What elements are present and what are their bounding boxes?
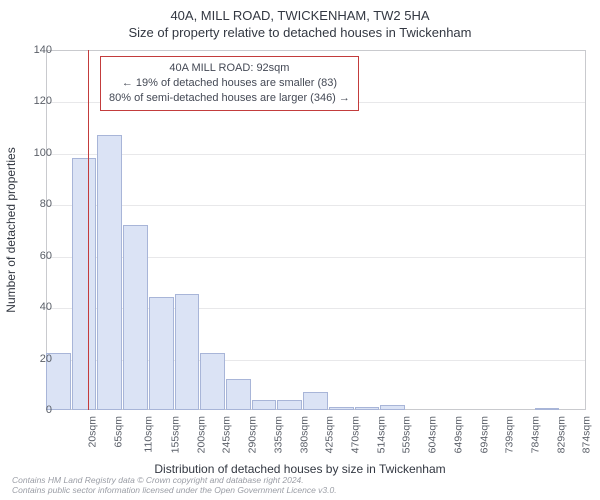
x-tick: 559sqm xyxy=(401,416,413,453)
x-tick: 829sqm xyxy=(555,416,567,453)
attribution-line-2: Contains public sector information licen… xyxy=(12,485,337,496)
histogram-bar xyxy=(226,379,251,410)
histogram-bar xyxy=(355,407,380,410)
y-tick: 60 xyxy=(22,250,52,262)
x-tick: 784sqm xyxy=(529,416,541,453)
x-tick: 604sqm xyxy=(427,416,439,453)
y-tick: 140 xyxy=(22,44,52,56)
x-tick: 380sqm xyxy=(298,416,310,453)
x-tick: 155sqm xyxy=(169,416,181,453)
x-tick: 739sqm xyxy=(504,416,516,453)
y-tick: 120 xyxy=(22,95,52,107)
chart-title-sub: Size of property relative to detached ho… xyxy=(0,23,600,44)
histogram-bar xyxy=(72,158,97,410)
histogram-bar xyxy=(97,135,122,410)
x-tick: 335sqm xyxy=(272,416,284,453)
property-size-chart: 40A, MILL ROAD, TWICKENHAM, TW2 5HA Size… xyxy=(0,0,600,500)
histogram-bar xyxy=(175,294,200,410)
callout-line-1: 40A MILL ROAD: 92sqm xyxy=(109,61,350,76)
histogram-bar xyxy=(535,408,560,410)
histogram-bar xyxy=(277,400,302,410)
attribution-text: Contains HM Land Registry data © Crown c… xyxy=(12,475,337,496)
x-tick: 65sqm xyxy=(112,416,124,448)
chart-title-main: 40A, MILL ROAD, TWICKENHAM, TW2 5HA xyxy=(0,0,600,23)
callout-line-2: ← 19% of detached houses are smaller (83… xyxy=(109,76,350,91)
x-tick: 20sqm xyxy=(86,416,98,448)
y-tick: 40 xyxy=(22,301,52,313)
x-tick: 245sqm xyxy=(221,416,233,453)
y-tick: 100 xyxy=(22,147,52,159)
x-tick: 470sqm xyxy=(349,416,361,453)
y-tick: 80 xyxy=(22,198,52,210)
y-axis-label: Number of detached properties xyxy=(4,147,18,312)
x-tick-labels: 20sqm 65sqm 110sqm 155sqm 200sqm 245sqm 290sqm… xyxy=(46,412,586,462)
y-tick: 20 xyxy=(22,353,52,365)
x-tick: 110sqm xyxy=(143,416,155,453)
x-tick: 425sqm xyxy=(324,416,336,453)
x-tick: 514sqm xyxy=(375,416,387,453)
histogram-bar xyxy=(149,297,174,410)
histogram-bar xyxy=(200,353,225,410)
x-tick: 200sqm xyxy=(195,416,207,453)
x-tick: 874sqm xyxy=(581,416,593,453)
callout-line-3: 80% of semi-detached houses are larger (… xyxy=(109,91,350,106)
histogram-bar xyxy=(380,405,405,410)
reference-callout: 40A MILL ROAD: 92sqm ← 19% of detached h… xyxy=(100,56,359,111)
histogram-bar xyxy=(329,407,354,410)
x-tick: 649sqm xyxy=(452,416,464,453)
attribution-line-1: Contains HM Land Registry data © Crown c… xyxy=(12,475,337,486)
x-tick: 694sqm xyxy=(478,416,490,453)
reference-line xyxy=(88,50,90,410)
histogram-bar xyxy=(303,392,328,410)
histogram-bar xyxy=(252,400,277,410)
histogram-bar xyxy=(123,225,148,410)
x-tick: 290sqm xyxy=(247,416,259,453)
